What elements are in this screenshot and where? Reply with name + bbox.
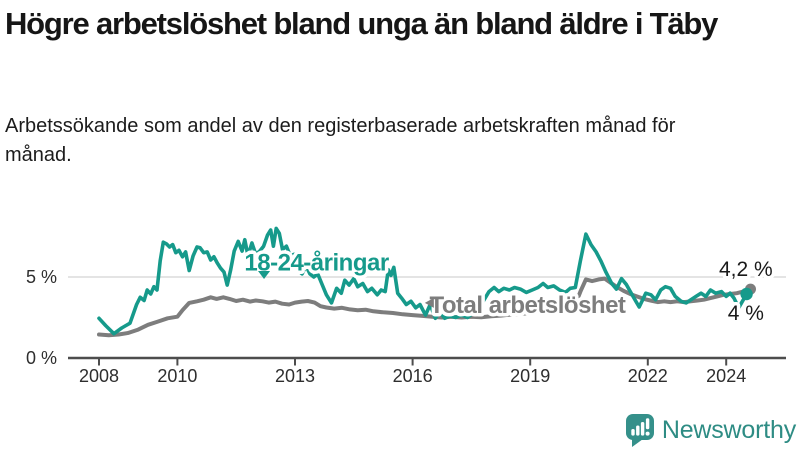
- page-title: Högre arbetslöshet bland unga än bland ä…: [5, 6, 718, 41]
- chart-subtitle: Arbetssökande som andel av den registerb…: [5, 115, 676, 166]
- annotation-series-label-Total-arbetslöshet: Total arbetslöshet: [429, 292, 625, 319]
- x-tick-label-2016: 2016: [393, 366, 433, 386]
- x-tick-label-2008: 2008: [79, 366, 119, 386]
- y-tick-label-0: 0 %: [26, 348, 57, 368]
- x-tick-label-2010: 2010: [157, 366, 197, 386]
- newsworthy-speech-bubble-icon: [625, 414, 654, 447]
- y-tick-label-5: 5 %: [26, 267, 57, 287]
- series-line-Total arbetslöshet: [97, 276, 753, 338]
- x-tick-label-2024: 2024: [706, 366, 746, 386]
- series-line-18-24-åringar: [97, 226, 749, 336]
- newsworthy-logo: Newsworthy: [625, 413, 796, 447]
- newsworthy-wordmark: Newsworthy: [661, 415, 796, 444]
- end-dot-18-24-åringar: [740, 287, 753, 301]
- x-tick-label-2022: 2022: [628, 366, 668, 386]
- x-tick-label-2013: 2013: [275, 366, 315, 386]
- annotation-pointer-left: [424, 297, 434, 308]
- x-tick-label-2019: 2019: [510, 366, 550, 386]
- annotation-value-label-4-: 4 %: [728, 302, 764, 325]
- annotation-pointer-down: [258, 271, 271, 280]
- annotation-value-label-4-2-: 4,2 %: [719, 258, 773, 281]
